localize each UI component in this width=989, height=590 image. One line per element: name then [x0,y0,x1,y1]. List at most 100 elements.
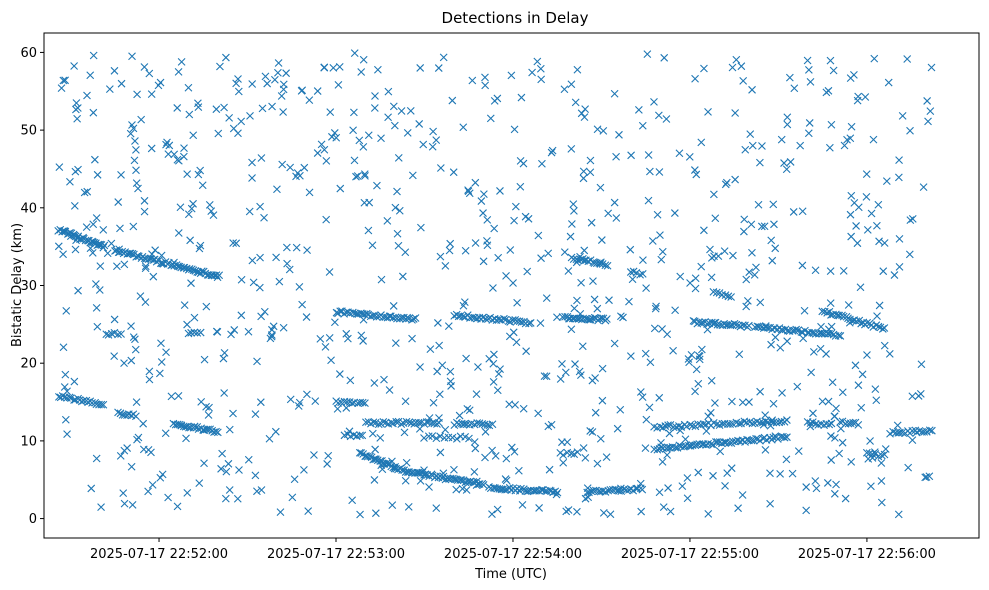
data-point [132,166,140,175]
data-point [856,283,865,292]
data-point [738,398,747,407]
data-point [669,346,677,355]
data-point [610,339,619,348]
data-point [921,473,930,482]
data-point [579,174,588,183]
x-tick-label: 2025-07-17 22:53:00 [267,547,405,562]
data-point [718,290,726,299]
data-point [336,307,345,316]
data-point [357,331,366,340]
data-point [416,363,424,371]
data-point [100,241,109,250]
data-point [110,66,119,75]
data-point [274,68,282,77]
data-point [416,476,425,485]
data-point [724,292,733,301]
data-point [222,53,230,62]
data-point [479,257,488,266]
data-point [663,451,672,459]
data-point [455,411,464,420]
data-point [685,152,694,161]
data-point [371,92,379,100]
data-point [253,357,261,366]
data-point [626,352,635,361]
data-point [521,212,530,221]
data-point [570,450,579,459]
data-point [534,409,543,418]
data-point [616,484,625,493]
data-point [738,321,747,329]
data-point [416,64,425,72]
data-point [70,62,79,70]
data-point [450,465,458,474]
data-point [908,436,917,445]
data-point [866,437,874,445]
data-point [335,62,344,71]
data-point [818,397,827,406]
data-point [591,374,600,382]
data-point [536,319,545,328]
data-point [735,350,744,359]
data-point [809,347,818,356]
data-point [392,417,401,426]
data-point [333,404,342,413]
data-point [352,172,360,181]
data-point [697,262,706,271]
data-point [835,449,844,458]
data-point [496,365,504,373]
data-point [536,64,545,73]
data-point [97,503,105,512]
data-point [110,352,119,360]
data-point [371,445,380,454]
data-point [743,296,752,305]
data-point [432,504,441,513]
data-point [326,108,335,117]
data-point [369,418,378,427]
data-point [706,408,715,417]
data-point [650,98,658,106]
data-point [471,178,480,187]
data-point [435,414,443,422]
data-point [893,421,902,430]
data-point [851,361,860,370]
data-point [560,248,569,257]
data-point [603,261,612,270]
data-point [145,69,154,78]
data-point [612,152,620,161]
data-point [342,404,351,412]
data-point [877,498,886,507]
data-point [60,383,69,391]
data-point [190,422,199,431]
data-point [356,510,364,519]
data-point [606,510,615,519]
data-point [922,473,931,481]
data-point [110,315,119,324]
data-point [826,56,835,65]
data-point [490,224,499,233]
data-point [89,51,98,60]
data-point [853,239,862,248]
data-point [237,311,246,320]
data-point [632,268,641,277]
data-point [261,72,270,81]
data-point [655,488,664,497]
data-point [769,200,778,209]
x-tick-label: 2025-07-17 22:54:00 [444,547,582,562]
data-point [871,385,880,394]
data-point [127,322,135,331]
data-point [229,239,238,247]
data-point [571,98,580,107]
data-point [776,469,785,478]
data-point [741,145,750,154]
data-point [711,214,720,223]
data-point [578,342,587,351]
data-point [117,330,125,338]
data-point [596,183,605,192]
data-point [436,164,445,172]
data-point [128,500,137,509]
data-point [537,254,545,263]
data-point [391,339,400,348]
data-point [141,298,150,306]
data-point [80,188,89,197]
data-point [736,322,745,331]
